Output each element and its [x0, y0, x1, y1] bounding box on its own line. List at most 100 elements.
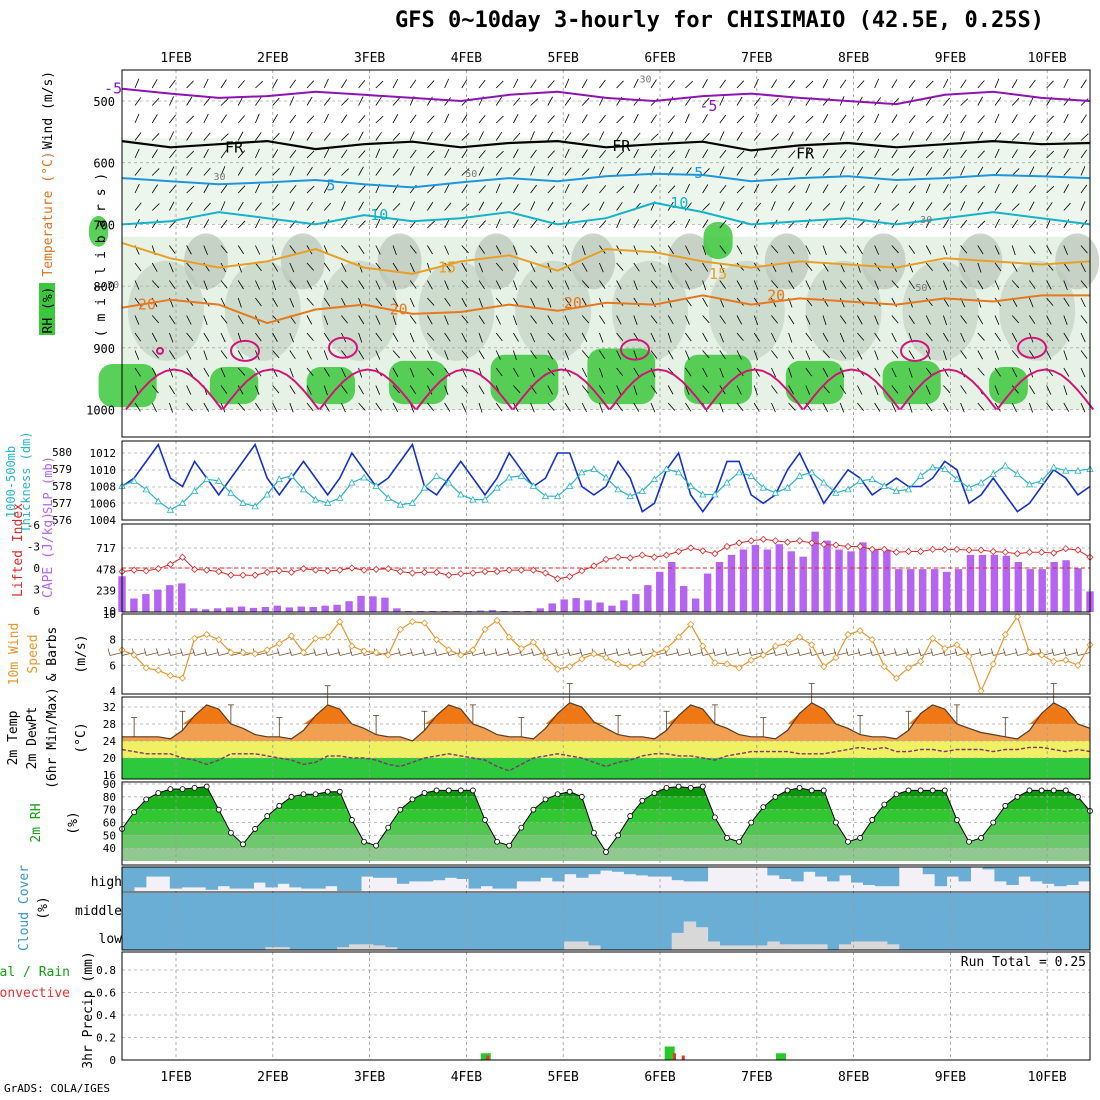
wind-barb-flag — [797, 648, 801, 656]
wind-barb — [896, 652, 909, 656]
wind-barb — [358, 280, 365, 290]
cloud-low-bar — [695, 927, 709, 950]
wind-barb — [545, 652, 558, 656]
wind-barb — [920, 652, 933, 656]
cloud-low-bar — [564, 941, 577, 950]
wind-barb — [1063, 184, 1069, 194]
thickness-marker — [844, 485, 852, 493]
wind-barb — [822, 245, 827, 256]
wind-barb — [908, 131, 914, 141]
thickness-marker — [953, 475, 961, 483]
wind-barb — [478, 201, 485, 211]
wind-speed-marker — [808, 641, 816, 649]
rh-marker — [929, 787, 936, 794]
wind-barb — [667, 245, 674, 255]
wind-barb — [375, 297, 383, 307]
x-tick-label: 6FEB — [644, 1070, 675, 1085]
wind-barb — [169, 332, 174, 343]
wind-barb-flag — [337, 648, 341, 656]
wind-barb — [323, 367, 330, 377]
wind-barb — [1029, 385, 1036, 395]
wind-barb — [908, 367, 913, 378]
wind-barb — [444, 132, 452, 141]
wind-barb — [977, 80, 985, 89]
wind-barb — [444, 183, 450, 194]
wind-barb — [564, 202, 572, 211]
wind-barb — [444, 113, 450, 124]
thickness-marker — [783, 483, 792, 491]
wind-barb — [908, 652, 921, 656]
wind-barb — [891, 245, 899, 254]
wind-barb — [392, 332, 399, 342]
wind-barb — [151, 402, 157, 413]
wind-speed-marker — [832, 654, 840, 662]
lifted-index-marker — [638, 551, 646, 559]
cape-bar — [237, 606, 246, 612]
rh-marker — [385, 824, 392, 831]
wind-barb — [358, 150, 366, 159]
wind-barb — [375, 315, 381, 325]
cape-bar — [691, 598, 700, 612]
cloud-low-bar — [576, 941, 589, 950]
y-tick-label: 1000 — [86, 404, 115, 418]
thickness-marker — [481, 495, 489, 503]
wind-barb — [650, 332, 656, 343]
precip-total-bar — [664, 1046, 675, 1060]
wind-barb — [472, 652, 486, 656]
wind-barb — [478, 150, 486, 159]
wind-barb-flag — [1051, 648, 1055, 656]
wind-barb — [650, 315, 658, 324]
lifted-index-marker — [699, 547, 707, 555]
rh-marker — [760, 804, 767, 810]
wind-barb — [530, 131, 535, 141]
wind-barb — [702, 245, 707, 256]
wind-barb — [289, 350, 296, 360]
wind-barb — [169, 185, 177, 194]
rh-shade-mid-layer — [122, 138, 1090, 225]
wind-barb — [146, 652, 159, 656]
thickness-marker — [372, 482, 380, 489]
contour-label: 15 — [709, 265, 727, 283]
wind-barb — [186, 402, 193, 412]
wind-barb — [569, 652, 582, 656]
rh-shade-blob — [668, 233, 712, 290]
temp-area — [122, 702, 1090, 741]
thickness-marker — [771, 488, 780, 496]
wind-barb — [409, 149, 417, 159]
cloud-high-bar — [456, 867, 470, 879]
wind-barb — [839, 280, 847, 289]
rh-patch-green — [882, 360, 941, 405]
temperature-contour-25 — [802, 368, 901, 411]
wind-barb — [547, 402, 555, 411]
y-tick-label-right: 1012 — [90, 447, 117, 460]
cloud-high-bar — [791, 867, 804, 882]
wind-barb — [788, 402, 796, 411]
wind-barb — [685, 113, 690, 124]
wind-barb — [857, 332, 865, 341]
wind-barb — [220, 166, 226, 176]
cloud-high-bar — [623, 867, 637, 875]
wind-speed-marker — [142, 664, 150, 672]
cape-bar — [130, 598, 138, 612]
wind-barb — [908, 350, 915, 360]
wind-barb — [977, 367, 985, 376]
contour-label: 15 — [438, 259, 456, 277]
lifted-index-marker — [469, 569, 477, 577]
wind-barb — [530, 367, 535, 378]
wind-barb — [650, 133, 659, 141]
wind-barb — [874, 297, 881, 307]
cloud-low-bar — [372, 945, 386, 950]
wind-barb — [891, 203, 900, 211]
cloud-high-bar — [145, 867, 159, 877]
cape-bar — [990, 554, 999, 612]
rh-shade-blob — [184, 233, 228, 290]
wind-barb — [547, 185, 556, 194]
wind-barb — [822, 367, 829, 377]
wind-barb — [375, 245, 381, 255]
wind-barb — [822, 315, 827, 326]
wind-barb — [495, 280, 502, 290]
wind-speed-marker — [396, 625, 404, 633]
wind-barb — [444, 280, 449, 290]
wind-barb — [857, 220, 865, 229]
lifted-index-marker — [457, 570, 465, 578]
